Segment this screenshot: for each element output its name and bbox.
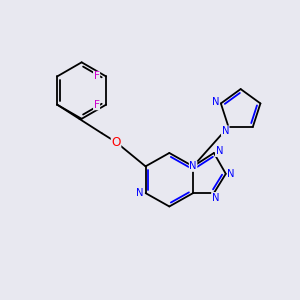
Text: N: N: [212, 97, 220, 107]
Text: F: F: [94, 100, 100, 110]
Text: F: F: [94, 71, 100, 81]
Text: N: N: [136, 188, 144, 198]
Text: N: N: [221, 126, 229, 136]
Text: N: N: [189, 161, 197, 171]
Text: N: N: [227, 169, 235, 179]
Text: O: O: [111, 136, 121, 148]
Text: N: N: [215, 146, 223, 157]
Text: N: N: [212, 193, 219, 202]
